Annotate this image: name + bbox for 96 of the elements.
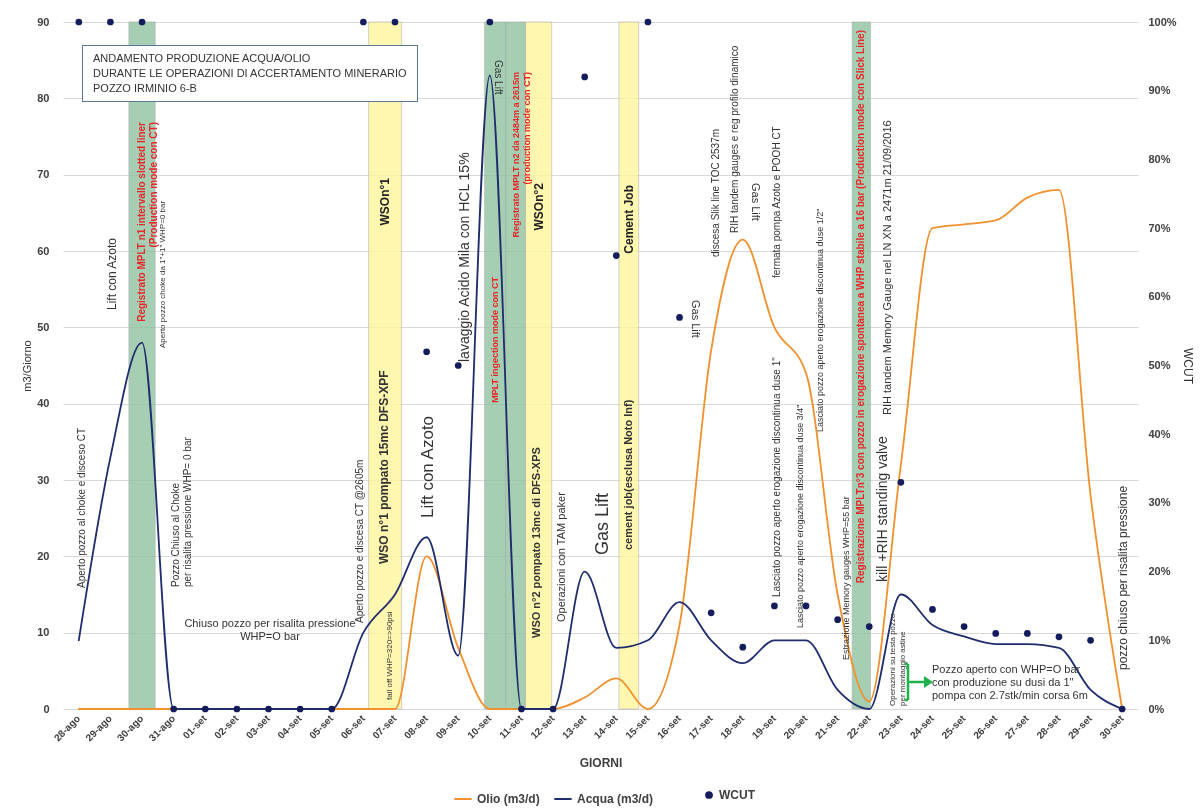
x-axis-title: GIORNI [579, 755, 623, 770]
y-tick-label: 80 [37, 91, 50, 104]
band-label: Registrato MPLT n2 da 2484m a 2615m (production mode con CT) [510, 72, 532, 238]
annotation: Aperto pozzo e discesa CT @2605m [354, 459, 365, 623]
y-tick-label: 10 [37, 626, 50, 639]
y2-tick-label: 0% [1148, 702, 1165, 715]
annotation: WSO n°1 pompato 15mc DFS-XPF [377, 370, 391, 564]
point [328, 705, 336, 713]
annotation: pozzo chiuso per risalita pressione [1116, 485, 1130, 670]
point [360, 18, 367, 26]
point [454, 362, 462, 369]
point [865, 623, 873, 630]
y2-tick-label: 20% [1148, 565, 1171, 578]
annotation: Chiuso pozzo per risalita pressione WHP=O bar [184, 617, 356, 642]
point [391, 18, 399, 26]
y-tick-label: 0 [43, 702, 50, 715]
y2-tick-label: 10% [1148, 633, 1171, 646]
point [1118, 705, 1126, 713]
y-tick-label: 70 [37, 168, 50, 181]
point [170, 705, 178, 713]
annotation: discesa Slik line TOC 2537m [710, 128, 721, 257]
annotation: Lift con Azoto [418, 415, 437, 518]
annotation: Estrazione Memory gauges WHP=55 bar [841, 496, 851, 660]
point [75, 18, 83, 26]
annotation: fermata pompa Azoto e POOH CT [771, 126, 782, 278]
y2-tick-label: 100% [1148, 15, 1177, 28]
annotation: WSO n°2 pompato 13mc di DFS-XPS [530, 447, 542, 638]
point [771, 602, 778, 610]
band-label: MPLT ingection mode con CT [490, 276, 501, 403]
y2-tick-label: 40% [1148, 427, 1171, 440]
point [233, 705, 241, 713]
point [612, 252, 620, 259]
annotation: fall off WHP=320=>90psi [385, 611, 394, 700]
annotation: Aperto pozzo al choke e disceso CT [76, 427, 87, 588]
point [581, 73, 589, 81]
y-tick-label: 20 [37, 549, 50, 562]
annotation: lavaggio Acido Mila con HCL 15% [456, 152, 472, 362]
annotation: Lasciato pozzo aperto erogazione discontinua duse 1" [771, 356, 782, 597]
point [834, 616, 841, 624]
y-tick-label: 50 [37, 320, 50, 333]
text: ANDAMENTO PRODUZIONE ACQUA/OLIO DURANTE LE OPERAZIONI DI ACCERTAMENTO MINERARIO POZZO IRMINIO 6-B [82, 45, 418, 102]
point [1023, 630, 1031, 637]
annotation: Gas Lift [592, 492, 612, 555]
annotation: Pozzo Chiuso al Choke per risalita pressione WHP= 0 bar [170, 436, 193, 587]
point [676, 314, 683, 321]
y2-tick-label: 70% [1148, 221, 1171, 234]
annotation: Operazioni con TAM paker [555, 491, 567, 622]
y2-tick-label: 60% [1148, 290, 1171, 303]
point [1087, 636, 1094, 644]
y2-axis-title: WCUT [1180, 348, 1195, 385]
annotation: Lift con Azoto [105, 237, 119, 310]
y2-tick-label: 90% [1148, 84, 1171, 97]
annotation: RIH tandem Memory Gauge nel LN XN a 2471m 21/09/2016 [881, 120, 893, 415]
annotation: Operazioni su testa pozzo per montaggio astine [888, 612, 907, 706]
y-tick-label: 40 [37, 397, 50, 410]
annotation: Gas Lift [750, 183, 762, 221]
legend-label: Acqua (m3/d) [577, 792, 654, 806]
point [423, 348, 430, 356]
y-tick-label: 30 [37, 473, 50, 486]
band-label: Registrato MPLT n1 intervallo slotted liner (Production mode con CT) [136, 121, 160, 322]
point [739, 643, 747, 651]
band-label: WSOn°1 [378, 177, 393, 226]
band-label: WSOn°2 [531, 182, 546, 231]
point [107, 18, 114, 26]
annotation: cement job(esclusa Noto Inf) [622, 399, 634, 550]
point [960, 623, 968, 630]
y2-tick-label: 30% [1148, 496, 1171, 509]
y-tick-label: 90 [37, 15, 50, 28]
point [518, 705, 525, 713]
annotation: Lasciato pozzo aperto erogazione discontinua duse 1/2" [815, 208, 825, 432]
annotation: RIH tandem gauges e reg profilo dinamico [729, 45, 740, 233]
annotation: Gas Lift [690, 300, 702, 338]
legend-label: WCUT [719, 788, 756, 802]
point [201, 705, 209, 713]
point [1055, 633, 1063, 641]
point [549, 705, 557, 713]
point [929, 606, 936, 613]
legend-label: Olio (m3/d) [477, 792, 540, 806]
annotation: Lasciato pozzo aperto erogazione discontinua duse 3/4" [795, 404, 805, 628]
y-axis-title: m3/Giorno [21, 340, 34, 392]
point [265, 705, 272, 713]
annotation: kill +RIH standing valve [874, 435, 890, 582]
y-tick-label: 60 [37, 244, 50, 257]
band-label: Registrazione MPLTn°3 con pozzo in erogazione spontanea a WHP stabile a 16 bar (Production mode con Slick Line) [855, 30, 867, 584]
point [992, 630, 1000, 637]
point [707, 609, 715, 617]
point [897, 478, 905, 486]
annotation: Gas Lift [493, 60, 504, 95]
band-label: Cement Job [621, 185, 636, 254]
y2-tick-label: 80% [1148, 152, 1171, 165]
point [644, 18, 652, 26]
annotation: Aperto pozzo choke da 1"+1" WHP=0 bar [158, 200, 167, 348]
point [296, 705, 304, 713]
point [486, 18, 494, 26]
point [138, 18, 146, 26]
y2-tick-label: 50% [1148, 359, 1171, 371]
